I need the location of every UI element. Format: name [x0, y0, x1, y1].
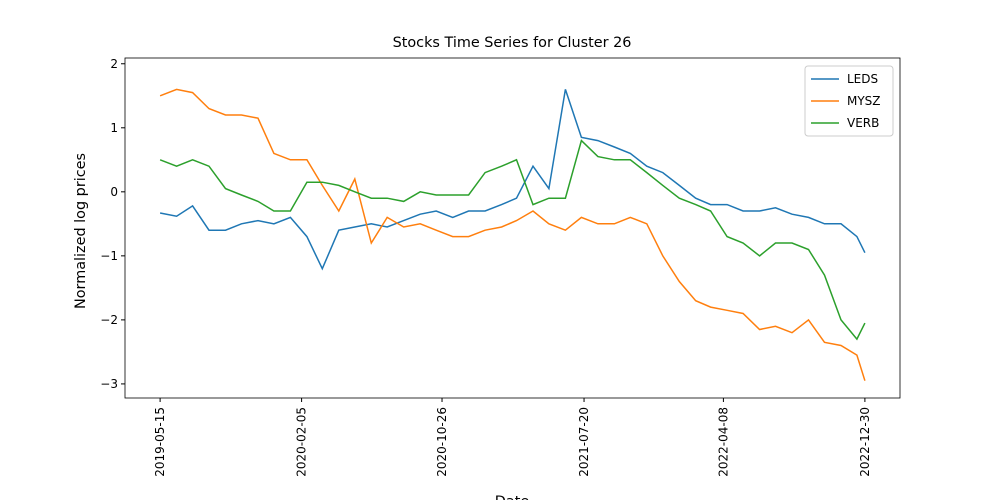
y-tick-label: 1	[110, 121, 118, 135]
y-tick-label: 2	[110, 57, 118, 71]
x-axis-label: Date	[495, 494, 530, 500]
legend-label: VERB	[847, 116, 879, 130]
y-tick-label: −3	[100, 377, 118, 391]
x-tick-label: 2021-07-20	[577, 407, 591, 477]
y-axis-label: Normalized log prices	[73, 153, 89, 309]
plot-frame	[124, 57, 901, 399]
y-tick-label: −1	[100, 249, 118, 263]
x-tick-label: 2020-10-26	[435, 407, 449, 477]
legend-label: MYSZ	[847, 94, 881, 108]
series-line	[159, 89, 866, 271]
y-tick-label: 0	[110, 185, 118, 199]
chart-title: Stocks Time Series for Cluster 26	[393, 35, 632, 51]
series-line	[159, 88, 866, 381]
x-tick-label: 2022-04-08	[716, 407, 730, 477]
x-tick-label: 2022-12-30	[858, 407, 872, 477]
y-tick-label: −2	[100, 313, 118, 327]
x-tick-label: 2019-05-15	[153, 407, 167, 477]
legend-label: LEDS	[847, 72, 878, 86]
series-line	[159, 139, 866, 341]
x-tick-label: 2020-02-05	[295, 407, 309, 477]
legend-box	[804, 65, 894, 137]
